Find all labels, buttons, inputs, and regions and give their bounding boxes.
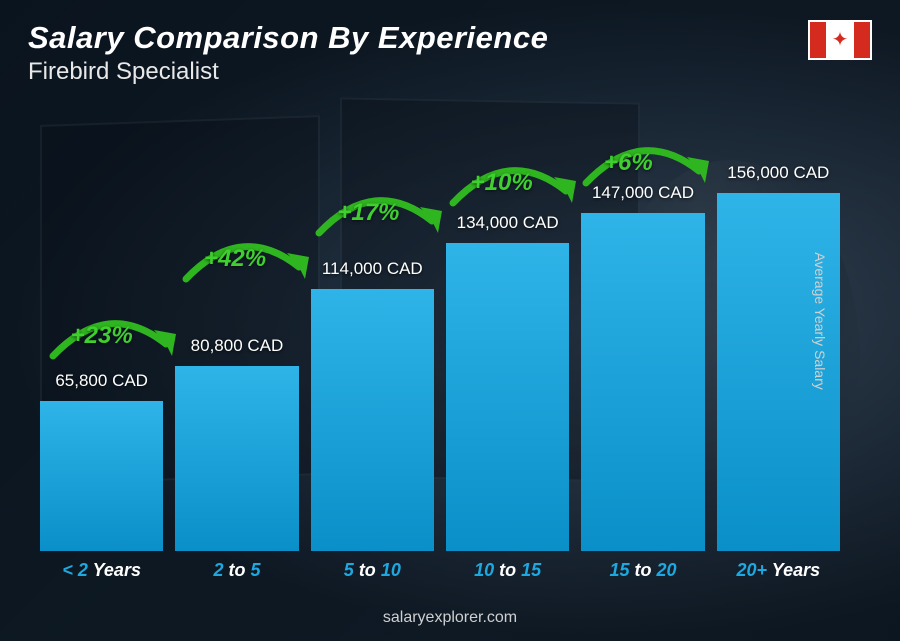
x-axis-label: 5 to 10: [311, 560, 434, 581]
increase-percentage: +17%: [337, 199, 399, 227]
footer-attribution: salaryexplorer.com: [0, 609, 900, 627]
bar: [40, 401, 163, 551]
bar: [581, 213, 704, 551]
bar-column: 65,800 CAD: [40, 371, 163, 551]
bar-column: 147,000 CAD: [581, 183, 704, 551]
x-axis-label: 20+ Years: [717, 560, 840, 581]
header: Salary Comparison By Experience Firebird…: [28, 20, 548, 86]
increase-badge: +17%: [309, 193, 371, 221]
x-axis-label: < 2 Years: [40, 560, 163, 581]
increase-percentage: +42%: [204, 245, 266, 273]
bar-value-label: 114,000 CAD: [322, 259, 423, 279]
x-axis-label: 2 to 5: [175, 560, 298, 581]
chart-subtitle: Firebird Specialist: [28, 58, 548, 86]
bar-value-label: 156,000 CAD: [727, 163, 829, 183]
increase-percentage: +6%: [604, 149, 653, 177]
bar-column: 114,000 CAD: [311, 259, 434, 551]
bar: [446, 243, 569, 551]
country-flag-canada: ✦: [808, 20, 872, 60]
bar: [175, 366, 298, 551]
x-axis-label: 15 to 20: [581, 560, 704, 581]
increase-badge: +23%: [43, 316, 105, 344]
increase-percentage: +10%: [471, 169, 533, 197]
bar-column: 80,800 CAD: [175, 336, 298, 551]
x-axis-label: 10 to 15: [446, 560, 569, 581]
bar: [311, 289, 434, 551]
bar-column: 134,000 CAD: [446, 213, 569, 551]
chart-title: Salary Comparison By Experience: [28, 20, 548, 56]
bar-value-label: 80,800 CAD: [191, 336, 284, 356]
increase-badge: +10%: [443, 163, 505, 191]
y-axis-label: Average Yearly Salary: [811, 252, 827, 390]
maple-leaf-icon: ✦: [832, 30, 849, 50]
bar-chart: 65,800 CAD 80,800 CAD 114,000 CAD 134,000 C…: [40, 110, 840, 581]
increase-badge: +6%: [576, 143, 625, 171]
increase-percentage: +23%: [71, 322, 133, 350]
increase-badge: +42%: [176, 239, 238, 267]
